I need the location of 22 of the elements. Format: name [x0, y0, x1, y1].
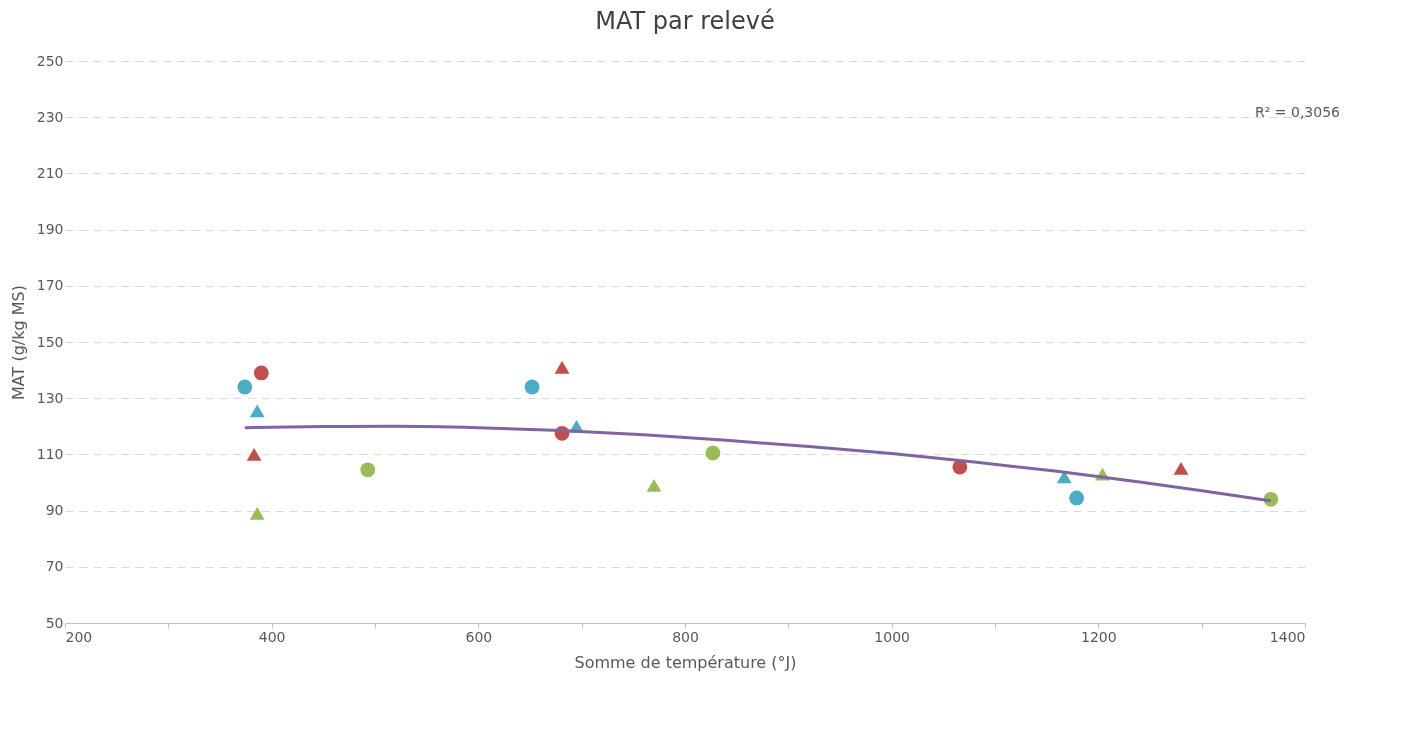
y-tick-label: 190 [36, 221, 64, 238]
x-tick-label: 200 [65, 628, 93, 645]
y-tick-label: 150 [36, 333, 64, 350]
x-tick-label: 800 [672, 628, 699, 645]
y-tick-label: 130 [36, 389, 64, 406]
x-tick-label: 1000 [874, 628, 910, 645]
x-tick-label: 1400 [1269, 628, 1306, 645]
y-tick-label: 110 [36, 445, 64, 462]
chart-title: MAT par relevé [595, 7, 775, 35]
y-tick-label: 90 [45, 502, 64, 519]
x-axis-title: Somme de température (°J) [574, 652, 797, 672]
y-tick-label: 210 [36, 164, 64, 181]
y-axis-title: MAT (g/kg MS) [8, 285, 28, 400]
y-tick-label: 250 [36, 52, 64, 69]
y-tick-label: 50 [45, 614, 64, 631]
y-tick-label: 70 [45, 558, 64, 575]
x-tick-label: 400 [258, 628, 286, 645]
annotation: R² = 0,3056 [1255, 104, 1341, 120]
y-tick-label: 170 [36, 277, 64, 294]
x-tick-label: 1200 [1081, 628, 1117, 645]
y-tick-label: 230 [36, 108, 64, 125]
x-tick-label: 600 [465, 628, 493, 645]
